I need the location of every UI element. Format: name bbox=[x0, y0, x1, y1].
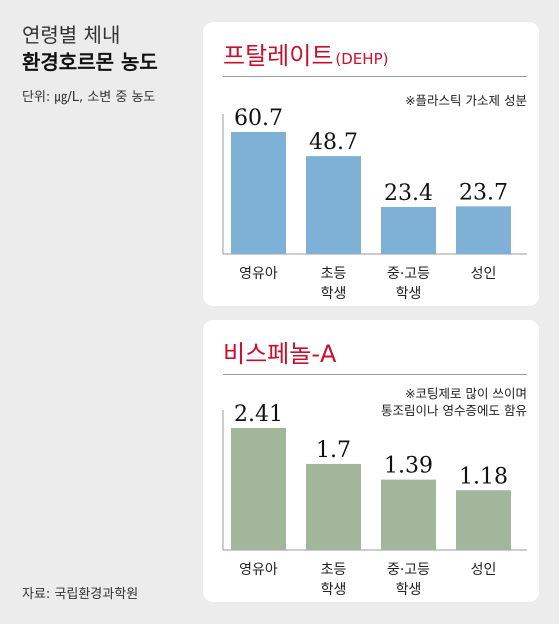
dehp-category-label: 학생 bbox=[321, 286, 347, 302]
bpa-bar bbox=[306, 463, 361, 550]
dehp-category-label: 초등 bbox=[321, 266, 347, 282]
bpa-title-main: 비스페놀-A bbox=[223, 340, 337, 368]
dehp-note: ※플라스틱 가소제 성분 bbox=[405, 92, 527, 109]
bpa-bar bbox=[456, 490, 511, 550]
dehp-category-label: 영유아 bbox=[239, 266, 278, 282]
bpa-bar bbox=[381, 479, 436, 550]
dehp-title-sub: (DEHP) bbox=[335, 50, 389, 68]
dehp-category-label: 학생 bbox=[396, 286, 422, 302]
bpa-title: 비스페놀-A bbox=[223, 334, 336, 369]
bpa-value-label: 1.18 bbox=[459, 464, 508, 489]
bpa-value-label: 2.41 bbox=[234, 402, 283, 427]
chart-header: 연령별 체내 환경호르몬 농도 단위: ㎍/L, 소변 중 농도 bbox=[22, 22, 158, 105]
bpa-title-rule bbox=[223, 374, 527, 375]
bpa-category-label: 학생 bbox=[396, 582, 422, 598]
bpa-category-label: 학생 bbox=[321, 582, 347, 598]
dehp-category-label: 중·고등 bbox=[387, 266, 430, 282]
dehp-bar bbox=[381, 206, 436, 254]
dehp-title: 프탈레이트 (DEHP) bbox=[223, 36, 388, 71]
main-title-line2: 환경호르몬 농도 bbox=[22, 50, 158, 74]
source-note: 자료: 국립환경과학원 bbox=[22, 587, 139, 602]
bpa-category-label: 초등 bbox=[321, 562, 347, 578]
dehp-note-line: ※플라스틱 가소제 성분 bbox=[405, 93, 527, 108]
bpa-value-label: 1.7 bbox=[316, 438, 351, 463]
dehp-value-label: 48.7 bbox=[309, 130, 358, 155]
dehp-title-main: 프탈레이트 bbox=[223, 42, 334, 70]
dehp-bar bbox=[456, 206, 511, 254]
bpa-note: ※코팅제로 많이 쓰이며 통조림이나 영수증에도 함유 bbox=[381, 385, 527, 419]
bpa-note-line-1: ※코팅제로 많이 쓰이며 bbox=[405, 386, 527, 401]
dehp-value-label: 23.4 bbox=[384, 181, 433, 206]
bpa-category-label: 성인 bbox=[471, 562, 497, 578]
bpa-value-label: 1.39 bbox=[384, 454, 433, 479]
dehp-bar bbox=[306, 156, 361, 254]
main-title-line1: 연령별 체내 bbox=[22, 23, 121, 47]
bpa-category-label: 영유아 bbox=[239, 562, 278, 578]
bpa-panel: 비스페놀-A ※코팅제로 많이 쓰이며 통조림이나 영수증에도 함유 2.41 영… bbox=[203, 320, 539, 602]
dehp-bar bbox=[231, 132, 286, 254]
dehp-title-rule bbox=[223, 76, 527, 77]
bpa-category-label: 중·고등 bbox=[387, 562, 430, 578]
bpa-bar bbox=[231, 428, 286, 550]
unit-note: 단위: ㎍/L, 소변 중 농도 bbox=[22, 90, 156, 105]
dehp-value-label: 60.7 bbox=[234, 106, 283, 131]
bpa-note-line-2: 통조림이나 영수증에도 함유 bbox=[381, 403, 527, 418]
dehp-category-label: 성인 bbox=[471, 266, 497, 282]
dehp-value-label: 23.7 bbox=[459, 180, 508, 205]
